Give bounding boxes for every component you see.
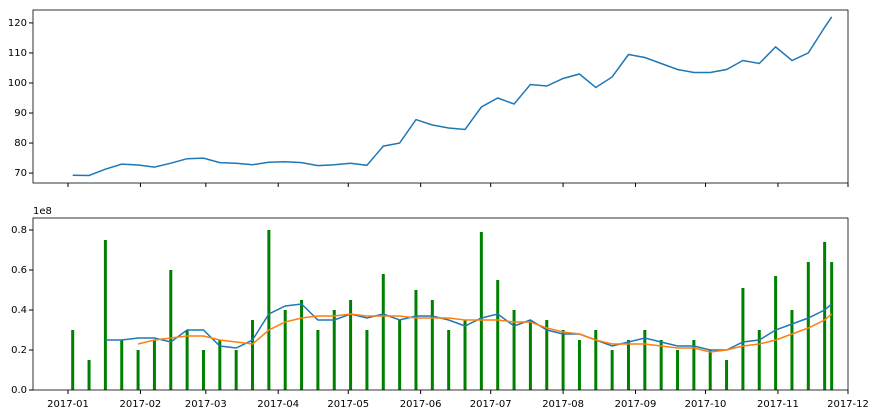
bar <box>577 340 581 390</box>
y-tick-label: 110 <box>8 48 27 59</box>
x-tick-label: 2017-10 <box>685 399 727 410</box>
bar <box>201 350 205 390</box>
bar <box>349 300 353 390</box>
bar <box>447 330 451 390</box>
x-tick-label: 2017-11 <box>757 399 799 410</box>
x-tick-label: 2017-02 <box>120 399 162 410</box>
y-tick-label: 0.2 <box>11 345 27 356</box>
bar <box>430 300 434 390</box>
bar <box>120 340 124 390</box>
bar <box>169 270 173 390</box>
y-tick-label: 0.8 <box>11 225 27 236</box>
y-tick-label: 0.6 <box>11 265 27 276</box>
bar <box>659 340 663 390</box>
bar <box>725 360 729 390</box>
x-tick-label: 2017-12 <box>827 399 869 410</box>
x-tick-label: 2017-08 <box>542 399 584 410</box>
y-tick-label: 100 <box>8 78 27 89</box>
bar <box>283 310 287 390</box>
bar <box>790 310 794 390</box>
bar <box>774 276 778 390</box>
bar <box>496 280 500 390</box>
bar <box>300 300 304 390</box>
bar <box>479 232 483 390</box>
bar <box>152 340 156 390</box>
y-tick-label: 70 <box>14 168 27 179</box>
bar <box>594 330 598 390</box>
line <box>72 16 833 177</box>
bar <box>512 310 516 390</box>
x-tick-label: 2017-04 <box>257 399 299 410</box>
bar <box>103 240 107 390</box>
bar <box>251 320 255 390</box>
bar <box>414 290 418 390</box>
bar <box>398 320 402 390</box>
bar <box>185 330 189 390</box>
bar <box>823 242 827 390</box>
bar <box>610 350 614 390</box>
bar <box>708 350 712 390</box>
x-tick-label: 2017-03 <box>185 399 227 410</box>
y-tick-label: 0.4 <box>11 305 27 316</box>
bar <box>676 350 680 390</box>
bar <box>692 340 696 390</box>
bar <box>463 320 467 390</box>
bar <box>626 340 630 390</box>
line <box>105 303 833 351</box>
offset-label: 1e8 <box>33 206 52 217</box>
axes-frame <box>32 9 849 184</box>
bar <box>71 330 75 390</box>
bar <box>332 310 336 390</box>
y-tick-label: 80 <box>14 138 27 149</box>
y-tick-label: 90 <box>14 108 27 119</box>
bar <box>218 340 222 390</box>
line <box>137 313 833 353</box>
x-tick-label: 2017-06 <box>400 399 442 410</box>
bar <box>741 288 745 390</box>
x-tick-label: 2017-05 <box>327 399 369 410</box>
bar <box>381 274 385 390</box>
bar <box>806 262 810 390</box>
axes-frame <box>32 217 849 391</box>
x-tick-label: 2017-01 <box>47 399 89 410</box>
bar <box>234 350 238 390</box>
x-tick-label: 2017-07 <box>470 399 512 410</box>
bar <box>365 330 369 390</box>
bar <box>267 230 271 390</box>
bar <box>830 262 834 390</box>
y-tick-label: 0.0 <box>11 385 27 396</box>
bar <box>87 360 91 390</box>
bar <box>643 330 647 390</box>
bar <box>757 330 761 390</box>
x-tick-label: 2017-09 <box>615 399 657 410</box>
bar <box>528 320 532 390</box>
bar <box>545 320 549 390</box>
bar <box>561 330 565 390</box>
bar <box>136 350 140 390</box>
bar <box>316 330 320 390</box>
y-tick-label: 120 <box>8 18 27 29</box>
